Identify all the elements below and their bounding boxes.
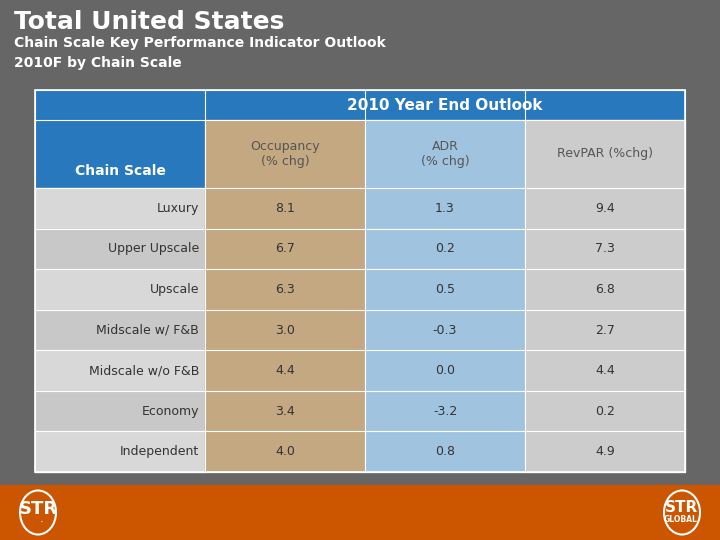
Text: GLOBAL.: GLOBAL.	[664, 515, 701, 524]
Text: 3.4: 3.4	[275, 404, 295, 417]
Bar	[365, 120, 525, 188]
Text: 4.4: 4.4	[595, 364, 615, 377]
Text: RevPAR (%chg): RevPAR (%chg)	[557, 147, 653, 160]
Bar	[205, 391, 365, 431]
Text: 9.4: 9.4	[595, 202, 615, 215]
Bar	[365, 310, 525, 350]
Bar	[205, 431, 365, 472]
Text: Upscale: Upscale	[150, 283, 199, 296]
Text: 2.7: 2.7	[595, 323, 615, 336]
Text: Economy: Economy	[142, 404, 199, 417]
Bar	[205, 350, 365, 391]
Text: 1.3: 1.3	[435, 202, 455, 215]
Bar	[35, 269, 205, 310]
Text: -0.3: -0.3	[433, 323, 457, 336]
Text: 6.3: 6.3	[275, 283, 295, 296]
Bar	[365, 431, 525, 472]
Bar	[525, 350, 685, 391]
Bar	[525, 310, 685, 350]
Text: Independent: Independent	[120, 445, 199, 458]
Bar	[35, 310, 205, 350]
Bar	[365, 228, 525, 269]
Bar	[365, 391, 525, 431]
Text: Occupancy
(% chg): Occupancy (% chg)	[250, 140, 320, 168]
Bar	[35, 228, 205, 269]
Bar	[205, 188, 365, 228]
Text: 6.7: 6.7	[275, 242, 295, 255]
Text: 7.3: 7.3	[595, 242, 615, 255]
Text: Luxury: Luxury	[157, 202, 199, 215]
Text: 0.2: 0.2	[435, 242, 455, 255]
Bar	[35, 90, 205, 120]
Bar	[525, 228, 685, 269]
Bar	[365, 350, 525, 391]
Bar	[525, 120, 685, 188]
Text: Midscale w/o F&B: Midscale w/o F&B	[89, 364, 199, 377]
Bar	[365, 269, 525, 310]
Bar	[205, 269, 365, 310]
Text: 6.8: 6.8	[595, 283, 615, 296]
Bar	[525, 431, 685, 472]
Text: Midscale w/ F&B: Midscale w/ F&B	[96, 323, 199, 336]
Text: 2010 Year End Outlook: 2010 Year End Outlook	[347, 98, 543, 112]
Text: 4.4: 4.4	[275, 364, 295, 377]
Bar	[205, 90, 685, 120]
Text: Upper Upscale: Upper Upscale	[108, 242, 199, 255]
Bar	[35, 391, 205, 431]
Text: STR: STR	[665, 500, 698, 515]
Bar	[35, 431, 205, 472]
Text: 0.8: 0.8	[435, 445, 455, 458]
Text: Chain Scale Key Performance Indicator Outlook
2010F by Chain Scale: Chain Scale Key Performance Indicator Ou…	[14, 36, 386, 70]
Bar	[35, 90, 685, 472]
Bar	[35, 350, 205, 391]
Text: ·: ·	[40, 517, 44, 528]
Bar	[0, 485, 720, 540]
Text: 4.0: 4.0	[275, 445, 295, 458]
Bar	[525, 269, 685, 310]
Bar	[35, 120, 205, 188]
Text: 4.9: 4.9	[595, 445, 615, 458]
Bar	[205, 310, 365, 350]
Bar	[35, 188, 205, 228]
Bar	[365, 188, 525, 228]
Text: ADR
(% chg): ADR (% chg)	[420, 140, 469, 168]
Bar	[525, 391, 685, 431]
Text: 0.2: 0.2	[595, 404, 615, 417]
Text: 0.0: 0.0	[435, 364, 455, 377]
Bar	[205, 228, 365, 269]
Text: -3.2: -3.2	[433, 404, 457, 417]
Text: 3.0: 3.0	[275, 323, 295, 336]
Bar	[205, 120, 365, 188]
Text: Total United States: Total United States	[14, 10, 284, 34]
Bar	[525, 188, 685, 228]
Text: STR: STR	[19, 501, 58, 518]
Text: 0.5: 0.5	[435, 283, 455, 296]
Text: Chain Scale: Chain Scale	[75, 164, 166, 178]
Text: 8.1: 8.1	[275, 202, 295, 215]
